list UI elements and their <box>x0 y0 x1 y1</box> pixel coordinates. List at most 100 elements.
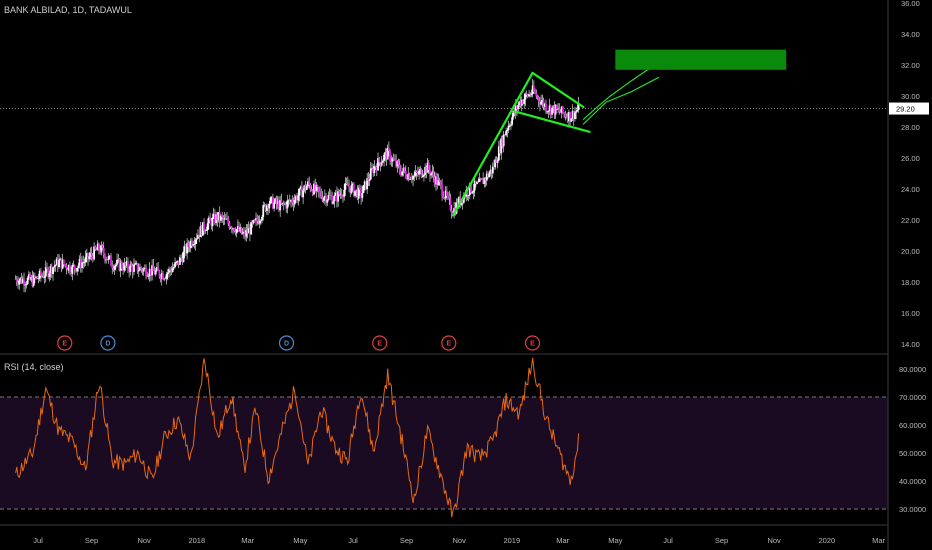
candle-body <box>476 181 478 185</box>
price-tick-label: 30.00 <box>901 92 920 101</box>
candle-body <box>214 214 216 223</box>
candle-body <box>117 259 120 261</box>
candle-body <box>391 158 394 162</box>
candle-body <box>355 189 358 192</box>
candle-body <box>546 111 549 113</box>
candle-body <box>297 195 300 201</box>
candle-body <box>301 186 303 198</box>
candle-body <box>265 205 268 211</box>
candle-body <box>290 200 292 202</box>
rsi-tick-label: 60.0000 <box>899 421 926 430</box>
candle-body <box>409 178 412 180</box>
candle-body <box>89 252 92 257</box>
price-tick-label: 28.00 <box>901 123 920 132</box>
price-tick-label: 22.00 <box>901 216 920 225</box>
candle-body <box>37 278 40 280</box>
candle-body <box>461 200 464 203</box>
candle-body <box>141 269 144 272</box>
event-marker <box>524 335 541 351</box>
candle-body <box>139 267 141 271</box>
candle-body <box>75 268 77 272</box>
candle-body <box>313 183 315 195</box>
candle-body <box>279 200 282 211</box>
candle-body <box>321 197 324 201</box>
candle-body <box>136 263 139 272</box>
pennant-pole-line <box>452 71 534 217</box>
candle-body <box>106 259 109 261</box>
candle-body <box>404 171 407 177</box>
candle-body <box>413 175 416 177</box>
candle-body <box>412 176 414 180</box>
candle-body <box>466 190 469 196</box>
candle-body <box>577 103 580 110</box>
candle-body <box>390 161 393 163</box>
candle-body <box>443 197 446 199</box>
event-marker <box>278 335 295 351</box>
candle-body <box>270 196 273 198</box>
candle-body <box>284 203 286 205</box>
candle-body <box>401 171 404 176</box>
candle-body <box>250 222 253 235</box>
candle-body <box>286 200 289 209</box>
candle-body <box>340 193 343 197</box>
candle-body <box>122 268 124 271</box>
candle-body <box>429 169 431 176</box>
candle-body <box>87 253 89 259</box>
candle-body <box>430 173 433 176</box>
event-label: E <box>62 341 67 348</box>
candle-body <box>425 166 428 173</box>
candle-body <box>397 161 400 165</box>
candle-body <box>379 162 382 166</box>
candle-body <box>233 228 236 232</box>
candle-body <box>123 262 126 271</box>
candle-body <box>377 158 379 171</box>
candle-body <box>356 189 359 199</box>
candle-body <box>14 279 17 280</box>
candle-body <box>537 96 540 102</box>
candle-body <box>246 230 249 234</box>
candle-body <box>354 191 356 196</box>
candle-body <box>72 264 75 266</box>
candle-body <box>79 258 82 269</box>
last-price-label: 29.20 <box>896 105 915 114</box>
candle-body <box>432 171 435 177</box>
candle-body <box>107 256 110 260</box>
candle-body <box>361 192 364 198</box>
candle-body <box>336 192 338 202</box>
candle-body <box>251 222 254 224</box>
candle-body <box>421 176 424 178</box>
candle-body <box>191 240 193 246</box>
candle-body <box>152 265 155 271</box>
candle-body <box>47 268 50 277</box>
candle-body <box>352 183 355 196</box>
candle-body <box>365 181 367 190</box>
time-tick-label: Sep <box>400 536 413 545</box>
event-marker <box>57 335 73 351</box>
candle-body <box>435 176 437 185</box>
candle-body <box>529 94 532 95</box>
candle-body <box>102 247 105 255</box>
candle-body <box>17 282 19 285</box>
candle-body <box>416 173 419 175</box>
candle-body <box>145 267 147 277</box>
candle-body <box>380 162 383 166</box>
candle-body <box>148 268 151 276</box>
candle-body <box>479 178 482 180</box>
candle-body <box>212 214 215 218</box>
candle-body <box>331 195 334 204</box>
candle-body <box>372 168 375 173</box>
candle-body <box>328 195 331 196</box>
event-label: E <box>446 341 451 348</box>
candle-body <box>185 246 187 254</box>
time-tick-label: Nov <box>767 536 781 545</box>
candle-body <box>502 134 505 147</box>
candle-body <box>66 268 69 271</box>
candle-body <box>571 111 574 119</box>
candle-body <box>512 111 515 118</box>
candle-body <box>169 268 172 271</box>
candle-body <box>572 111 575 119</box>
candle-body <box>29 274 31 280</box>
candle-body <box>175 262 178 263</box>
candle-body <box>253 220 256 221</box>
rsi-line-group <box>15 357 580 518</box>
